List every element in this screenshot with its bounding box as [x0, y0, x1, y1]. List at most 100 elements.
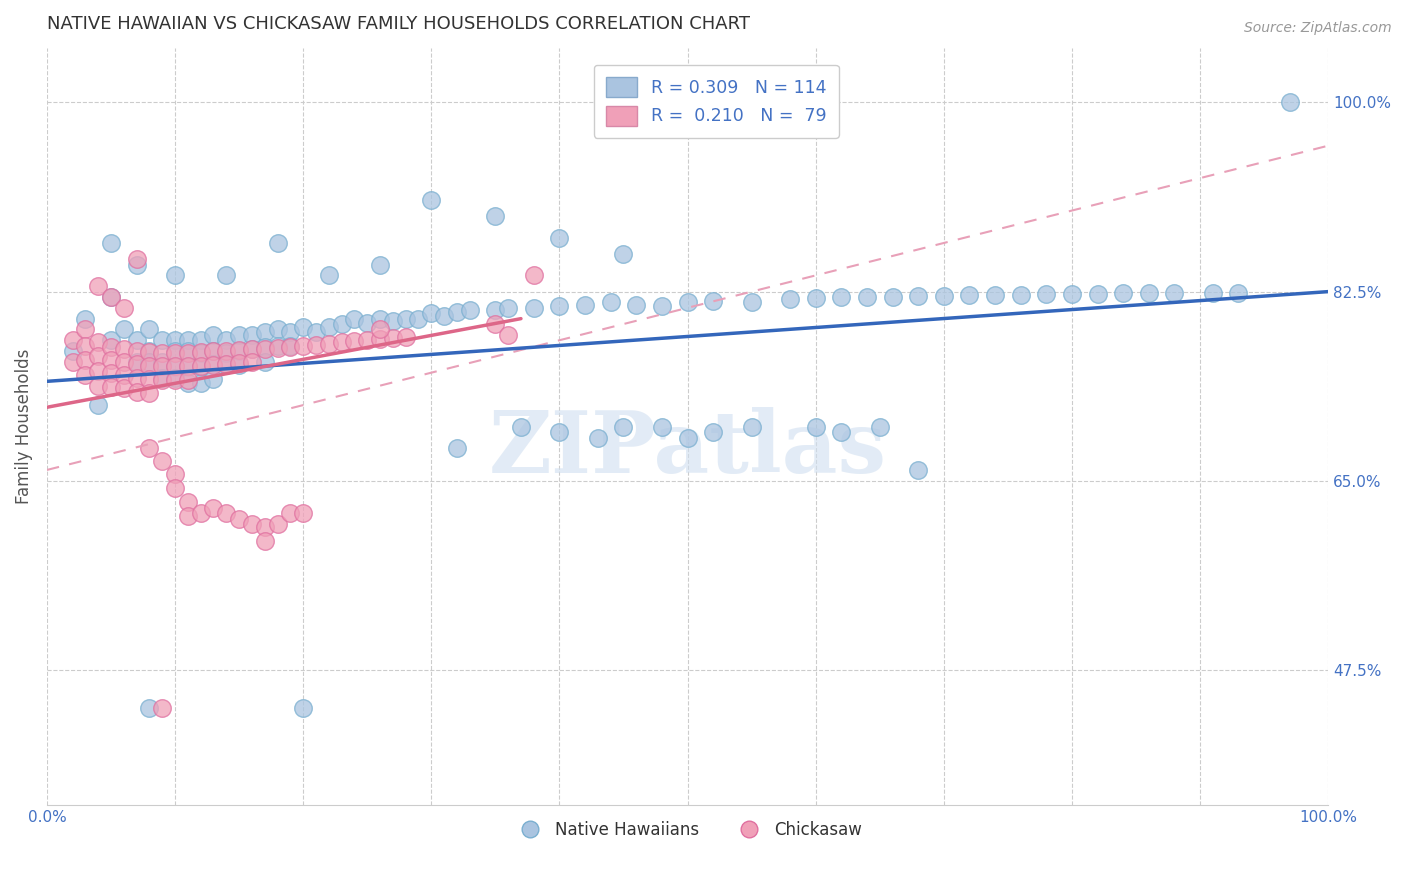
Point [292, 320, 315, 334]
Point [548, 299, 571, 313]
Legend: Native Hawaiians, Chickasaw: Native Hawaiians, Chickasaw [506, 814, 869, 846]
Point [190, 359, 212, 374]
Point [150, 333, 173, 347]
Point [125, 371, 148, 385]
Point [330, 335, 353, 350]
Point [215, 357, 238, 371]
Point [112, 355, 135, 369]
Point [523, 301, 546, 315]
Point [163, 467, 186, 482]
Point [368, 311, 391, 326]
Point [163, 371, 186, 385]
Point [150, 359, 173, 374]
Point [381, 331, 404, 345]
Point [1035, 286, 1057, 301]
Point [228, 327, 250, 342]
Point [138, 442, 160, 456]
Point [125, 344, 148, 359]
Point [125, 385, 148, 400]
Point [548, 230, 571, 244]
Point [253, 340, 276, 354]
Point [87, 350, 110, 364]
Point [368, 258, 391, 272]
Point [830, 290, 852, 304]
Point [87, 279, 110, 293]
Point [202, 357, 225, 371]
Point [292, 700, 315, 714]
Y-axis label: Family Households: Family Households [15, 349, 32, 504]
Point [228, 511, 250, 525]
Point [343, 334, 366, 349]
Point [138, 344, 160, 359]
Point [138, 359, 160, 374]
Point [907, 463, 929, 477]
Point [138, 355, 160, 369]
Text: Source: ZipAtlas.com: Source: ZipAtlas.com [1244, 21, 1392, 35]
Point [420, 306, 443, 320]
Point [112, 322, 135, 336]
Point [420, 193, 443, 207]
Point [253, 520, 276, 534]
Point [190, 506, 212, 520]
Point [1278, 95, 1301, 110]
Point [458, 303, 481, 318]
Point [87, 398, 110, 412]
Point [408, 311, 430, 326]
Point [125, 355, 148, 369]
Point [292, 506, 315, 520]
Point [356, 333, 378, 347]
Point [87, 363, 110, 377]
Point [240, 327, 263, 342]
Point [1137, 285, 1160, 300]
Point [190, 345, 212, 359]
Point [100, 290, 122, 304]
Point [87, 335, 110, 350]
Point [612, 247, 634, 261]
Point [305, 325, 328, 339]
Point [1010, 288, 1032, 302]
Point [100, 340, 122, 354]
Point [278, 325, 301, 339]
Point [869, 419, 891, 434]
Point [62, 355, 84, 369]
Point [190, 360, 212, 375]
Point [484, 317, 506, 331]
Point [215, 506, 238, 520]
Point [830, 425, 852, 439]
Point [202, 327, 225, 342]
Point [163, 333, 186, 347]
Point [215, 268, 238, 283]
Point [510, 419, 533, 434]
Point [202, 500, 225, 515]
Point [163, 481, 186, 495]
Point [112, 301, 135, 315]
Point [163, 360, 186, 375]
Point [163, 359, 186, 374]
Point [651, 299, 673, 313]
Point [381, 314, 404, 328]
Point [278, 339, 301, 353]
Point [125, 252, 148, 267]
Point [330, 317, 353, 331]
Point [190, 376, 212, 391]
Point [100, 380, 122, 394]
Point [702, 294, 724, 309]
Point [395, 311, 418, 326]
Point [240, 516, 263, 531]
Point [150, 371, 173, 385]
Point [523, 268, 546, 283]
Point [676, 295, 699, 310]
Point [125, 357, 148, 371]
Point [202, 344, 225, 359]
Point [278, 506, 301, 520]
Point [177, 346, 200, 360]
Point [651, 419, 673, 434]
Point [75, 352, 97, 367]
Point [626, 297, 648, 311]
Point [190, 346, 212, 360]
Point [1112, 285, 1135, 300]
Point [177, 373, 200, 387]
Point [240, 342, 263, 356]
Point [138, 345, 160, 359]
Point [177, 333, 200, 347]
